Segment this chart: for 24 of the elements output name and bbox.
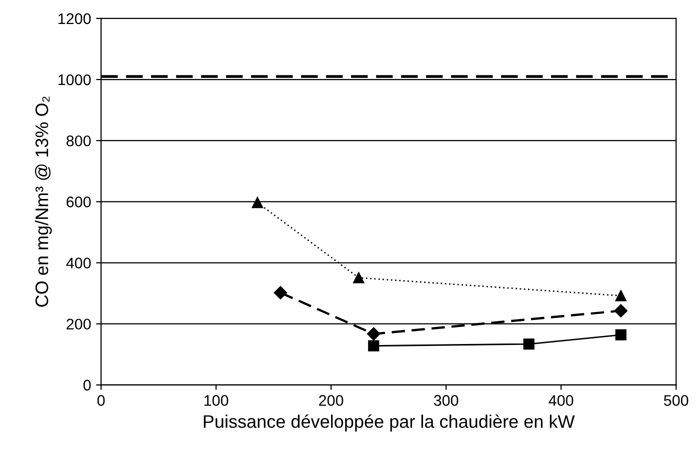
y-tick-label: 600 xyxy=(66,196,91,208)
point xyxy=(615,290,626,302)
point xyxy=(523,338,534,350)
y-tick-label: 800 xyxy=(66,135,91,146)
point xyxy=(368,340,380,352)
y-tick-label: 400 xyxy=(66,258,91,268)
point xyxy=(252,197,264,208)
x-tick-label: 200 xyxy=(319,395,344,406)
x-tick-label: 100 xyxy=(204,395,228,406)
point xyxy=(615,329,626,340)
x-axis-title: Puissance développée par la chaudière en kW xyxy=(204,414,575,432)
point xyxy=(367,327,380,341)
point xyxy=(353,272,364,284)
x-tick-label: 400 xyxy=(548,395,574,406)
y-tick-label: 1200 xyxy=(58,13,91,24)
y-axis-title: CO en mg/Nm³ @ 13% O₂ xyxy=(34,96,52,307)
x-tick-label: 300 xyxy=(434,395,458,406)
x-tick-label: 0 xyxy=(97,395,105,406)
point xyxy=(274,286,288,300)
point xyxy=(614,304,628,318)
y-tick-label: 200 xyxy=(66,318,91,330)
y-tick-label: 0 xyxy=(83,380,91,391)
y-tick-label: 1000 xyxy=(58,74,91,86)
x-tick-label: 500 xyxy=(664,395,688,406)
